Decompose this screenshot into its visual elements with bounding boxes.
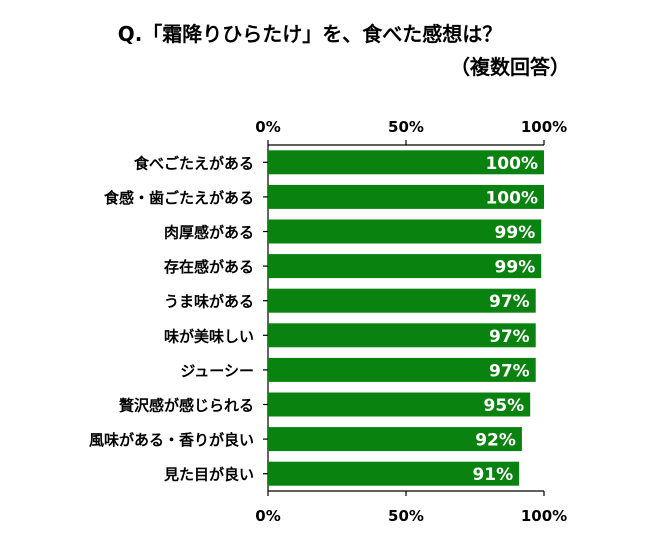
bar bbox=[268, 219, 542, 244]
category-label: 食べごたえがある bbox=[134, 154, 254, 172]
data-label: 100% bbox=[485, 188, 538, 208]
data-label: 97% bbox=[489, 361, 530, 381]
category-label: 肉厚感がある bbox=[164, 224, 254, 242]
category-label: 存在感がある bbox=[164, 258, 254, 276]
bar bbox=[268, 150, 544, 175]
bar bbox=[268, 288, 536, 313]
bar bbox=[268, 357, 536, 382]
x-tick-label-top: 50% bbox=[388, 118, 424, 136]
data-label: 91% bbox=[472, 465, 513, 485]
data-label: 97% bbox=[489, 292, 530, 312]
x-tick-label-top: 0% bbox=[255, 118, 280, 136]
category-label: 見た目が良い bbox=[163, 466, 254, 484]
data-label: 92% bbox=[475, 431, 516, 451]
bar bbox=[268, 184, 544, 209]
chart-title: Q.「霜降りひらたけ」を、食べた感想は？ bbox=[118, 22, 503, 46]
x-tick-label-top: 100% bbox=[521, 118, 567, 136]
x-tick-label-bottom: 100% bbox=[521, 507, 567, 525]
x-tick-label-bottom: 0% bbox=[255, 507, 280, 525]
data-label: 99% bbox=[495, 223, 536, 243]
bar bbox=[268, 427, 522, 452]
category-label: ジューシー bbox=[180, 362, 254, 380]
data-label: 100% bbox=[485, 154, 538, 174]
x-tick-label-bottom: 50% bbox=[388, 507, 424, 525]
bar bbox=[268, 254, 542, 279]
data-label: 95% bbox=[483, 396, 524, 416]
category-label: 食感・歯ごたえがある bbox=[104, 189, 254, 207]
chart-subtitle: （複数回答） bbox=[450, 55, 570, 79]
category-label: うま味がある bbox=[164, 293, 254, 311]
data-label: 99% bbox=[495, 258, 536, 278]
bar bbox=[268, 392, 531, 417]
category-label: 風味がある・香りが良い bbox=[89, 431, 254, 449]
category-label: 味が美味しい bbox=[164, 327, 254, 345]
bar bbox=[268, 461, 520, 486]
category-label: 贅沢感が感じられる bbox=[119, 397, 254, 415]
bar bbox=[268, 323, 536, 348]
data-label: 97% bbox=[489, 327, 530, 347]
